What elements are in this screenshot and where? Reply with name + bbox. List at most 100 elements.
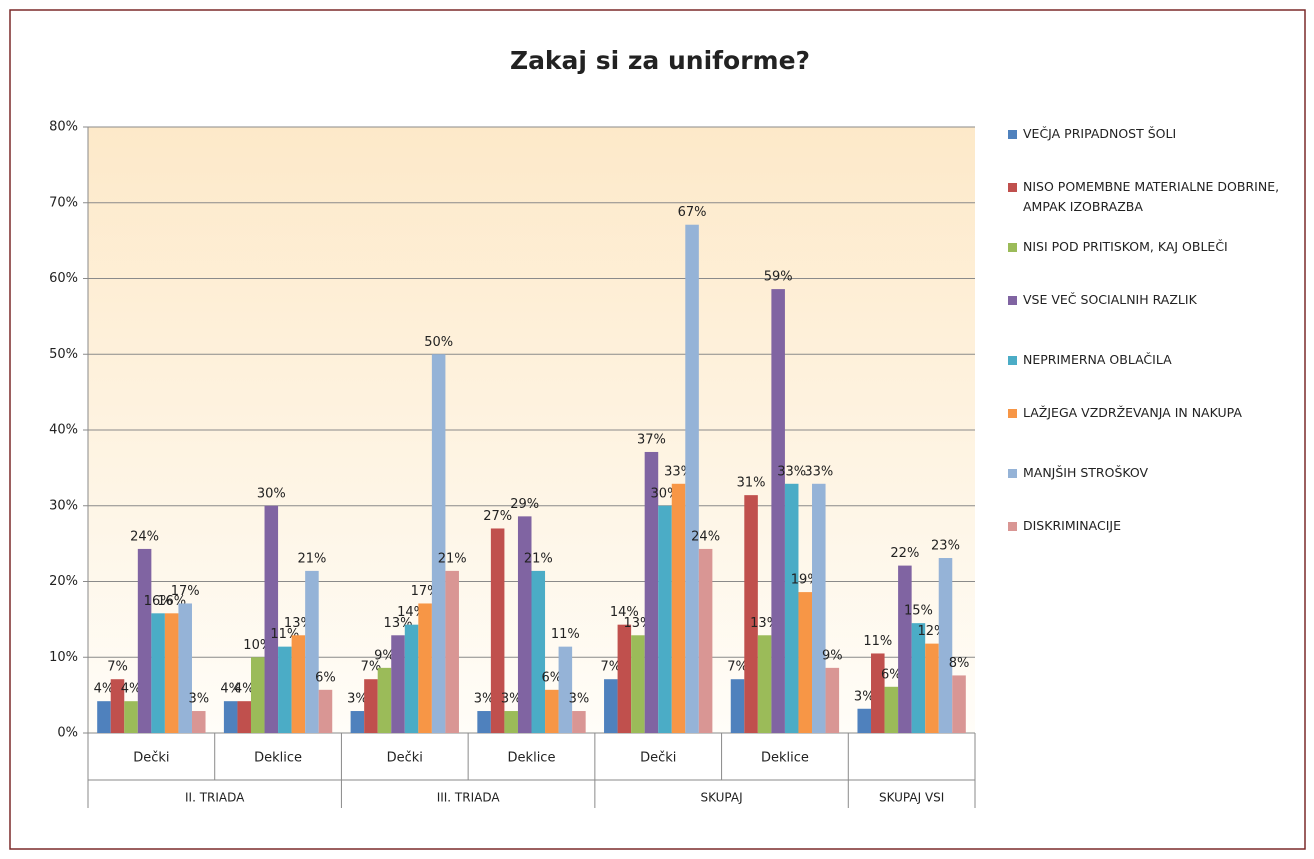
data-label: 21% xyxy=(438,551,467,566)
data-label: 24% xyxy=(130,529,159,544)
bar xyxy=(784,483,799,733)
legend-swatch xyxy=(1008,356,1017,365)
legend-swatch xyxy=(1008,243,1017,252)
y-tick-label: 0% xyxy=(57,726,78,741)
bar xyxy=(404,624,419,733)
data-label: 6% xyxy=(542,670,563,685)
data-label: 31% xyxy=(737,476,766,491)
bar xyxy=(364,679,378,733)
data-label: 27% xyxy=(483,509,512,524)
bar xyxy=(278,646,292,733)
data-label: 7% xyxy=(361,660,382,675)
x-tick-label: Deklice xyxy=(254,751,302,766)
x-tick-label: Dečki xyxy=(133,751,169,766)
bar xyxy=(137,548,152,733)
group-label: III. TRIADA xyxy=(437,791,501,805)
data-label: 29% xyxy=(510,497,539,512)
bar xyxy=(884,686,899,733)
data-label: 3% xyxy=(188,692,209,707)
data-label: 4% xyxy=(94,682,115,697)
data-label: 50% xyxy=(424,335,453,350)
y-tick-label: 20% xyxy=(49,574,78,589)
data-label: 7% xyxy=(107,660,128,675)
y-tick-label: 50% xyxy=(49,347,78,362)
bar xyxy=(952,675,966,733)
data-label: 9% xyxy=(822,648,843,663)
data-label: 3% xyxy=(474,692,495,707)
bar xyxy=(178,603,192,733)
data-label: 67% xyxy=(678,205,707,220)
bar xyxy=(857,708,872,733)
data-label: 17% xyxy=(171,584,200,599)
bar xyxy=(558,646,573,733)
x-tick-label: Deklice xyxy=(761,751,809,766)
bar xyxy=(644,451,659,733)
bar xyxy=(431,354,446,733)
group-label: II. TRIADA xyxy=(185,791,245,805)
data-label: 15% xyxy=(904,604,933,619)
x-tick-label: Deklice xyxy=(508,751,556,766)
bar xyxy=(531,570,546,733)
bar xyxy=(223,701,238,733)
bar xyxy=(350,711,365,733)
bar xyxy=(445,570,459,733)
legend-item: VEČJA PRIPADNOST ŠOLI xyxy=(1008,124,1308,177)
data-label: 7% xyxy=(727,660,748,675)
y-tick-label: 80% xyxy=(49,120,78,135)
legend-label: DISKRIMINACIJE xyxy=(1023,518,1121,533)
legend-label: VSE VEČ SOCIALNIH RAZLIK xyxy=(1023,292,1197,307)
bar xyxy=(264,505,279,733)
legend-label: NISO POMEMBNE MATERIALNE DOBRINE, AMPAK … xyxy=(1023,179,1280,214)
bar xyxy=(671,483,686,733)
legend: VEČJA PRIPADNOST ŠOLI NISO POMEMBNE MATER… xyxy=(1008,124,1308,566)
bar xyxy=(418,603,432,733)
data-label: 14% xyxy=(610,605,639,620)
bar xyxy=(490,528,505,733)
data-label: 11% xyxy=(551,627,580,642)
bar xyxy=(477,711,491,733)
legend-item: VSE VEČ SOCIALNIH RAZLIK xyxy=(1008,290,1308,350)
legend-item: LAŽJEGA VZDRŽEVANJA IN NAKUPA xyxy=(1008,403,1308,463)
bar xyxy=(812,483,826,733)
data-label: 8% xyxy=(949,656,970,671)
bar xyxy=(572,711,586,733)
bar xyxy=(730,679,745,733)
bar xyxy=(97,701,111,733)
data-label: 21% xyxy=(524,551,553,566)
bar xyxy=(504,711,518,733)
legend-item: MANJŠIH STROŠKOV xyxy=(1008,463,1308,516)
data-label: 3% xyxy=(569,692,590,707)
legend-item: DISKRIMINACIJE xyxy=(1008,516,1308,566)
data-label: 4% xyxy=(220,682,241,697)
legend-item: NISO POMEMBNE MATERIALNE DOBRINE, AMPAK … xyxy=(1008,177,1308,237)
data-label: 4% xyxy=(234,682,255,697)
legend-label: LAŽJEGA VZDRŽEVANJA IN NAKUPA xyxy=(1023,405,1242,420)
bar xyxy=(517,516,532,733)
bar xyxy=(151,613,165,733)
y-tick-label: 70% xyxy=(49,195,78,210)
y-tick-label: 40% xyxy=(49,423,78,438)
legend-label: VEČJA PRIPADNOST ŠOLI xyxy=(1023,126,1177,141)
bar xyxy=(744,495,758,733)
bar xyxy=(825,667,840,733)
bar xyxy=(925,643,939,733)
data-label: 24% xyxy=(691,529,720,544)
x-tick-label: Dečki xyxy=(640,751,676,766)
bar xyxy=(798,592,813,733)
bar xyxy=(617,624,632,733)
bar xyxy=(938,558,953,733)
bar xyxy=(604,679,618,733)
y-tick-label: 60% xyxy=(49,271,78,286)
data-label: 22% xyxy=(890,546,919,561)
legend-swatch xyxy=(1008,296,1017,305)
legend-item: NISI POD PRITISKOM, KAJ OBLEČI xyxy=(1008,237,1308,290)
group-label: SKUPAJ xyxy=(700,791,742,805)
data-label: 30% xyxy=(257,486,286,501)
data-label: 33% xyxy=(777,464,806,479)
legend-swatch xyxy=(1008,522,1017,531)
data-label: 16% xyxy=(144,594,173,609)
data-label: 3% xyxy=(854,689,875,704)
data-label: 11% xyxy=(863,634,892,649)
